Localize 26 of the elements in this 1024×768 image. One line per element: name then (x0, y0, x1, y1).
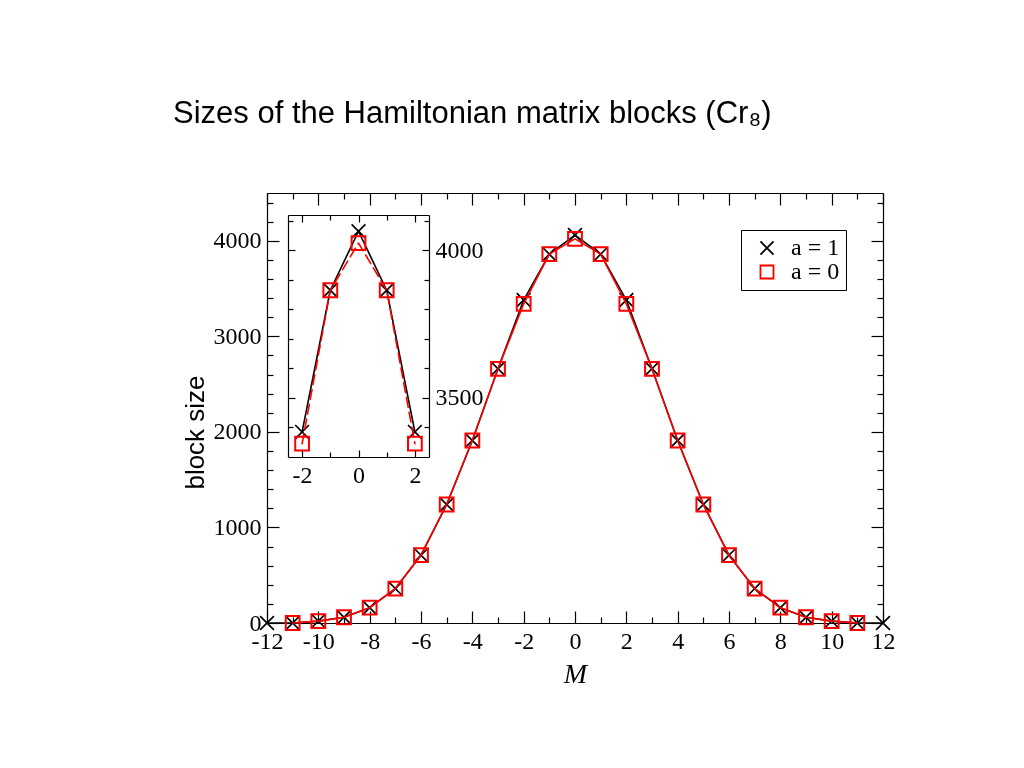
x-tick-label: 4 (672, 627, 685, 654)
x-tick-label: 8 (774, 627, 787, 654)
x-axis-title: M (562, 657, 589, 689)
chart-title: Sizes of the Hamiltonian matrix blocks (Cr₈) (173, 94, 772, 130)
legend-label: a = 0 (791, 258, 840, 284)
x-tick-label: 10 (820, 627, 845, 654)
x-tick-label: 2 (620, 627, 633, 654)
y-tick-label: 4000 (213, 227, 262, 254)
x-tick-label: 2 (409, 461, 422, 488)
x-tick-label: -6 (411, 627, 432, 654)
x-tick-label: 12 (871, 627, 896, 654)
y-axis-title: block size (179, 375, 210, 490)
y-tick-label: 2000 (213, 418, 262, 445)
legend-label: a = 1 (791, 234, 840, 260)
y-tick-label: 4000 (435, 236, 484, 263)
x-tick-label: -10 (302, 627, 335, 654)
x-tick-label: -2 (514, 627, 535, 654)
x-tick-label: -2 (292, 461, 313, 488)
x-tick-label: 0 (569, 627, 582, 654)
x-tick-label: 6 (723, 627, 736, 654)
x-tick-label: 0 (353, 461, 365, 488)
y-tick-label: 3500 (435, 384, 484, 411)
x-tick-label: -8 (360, 627, 381, 654)
y-tick-label: 3000 (213, 322, 262, 349)
y-tick-label: 1000 (213, 513, 262, 540)
x-tick-label: -4 (462, 627, 483, 654)
